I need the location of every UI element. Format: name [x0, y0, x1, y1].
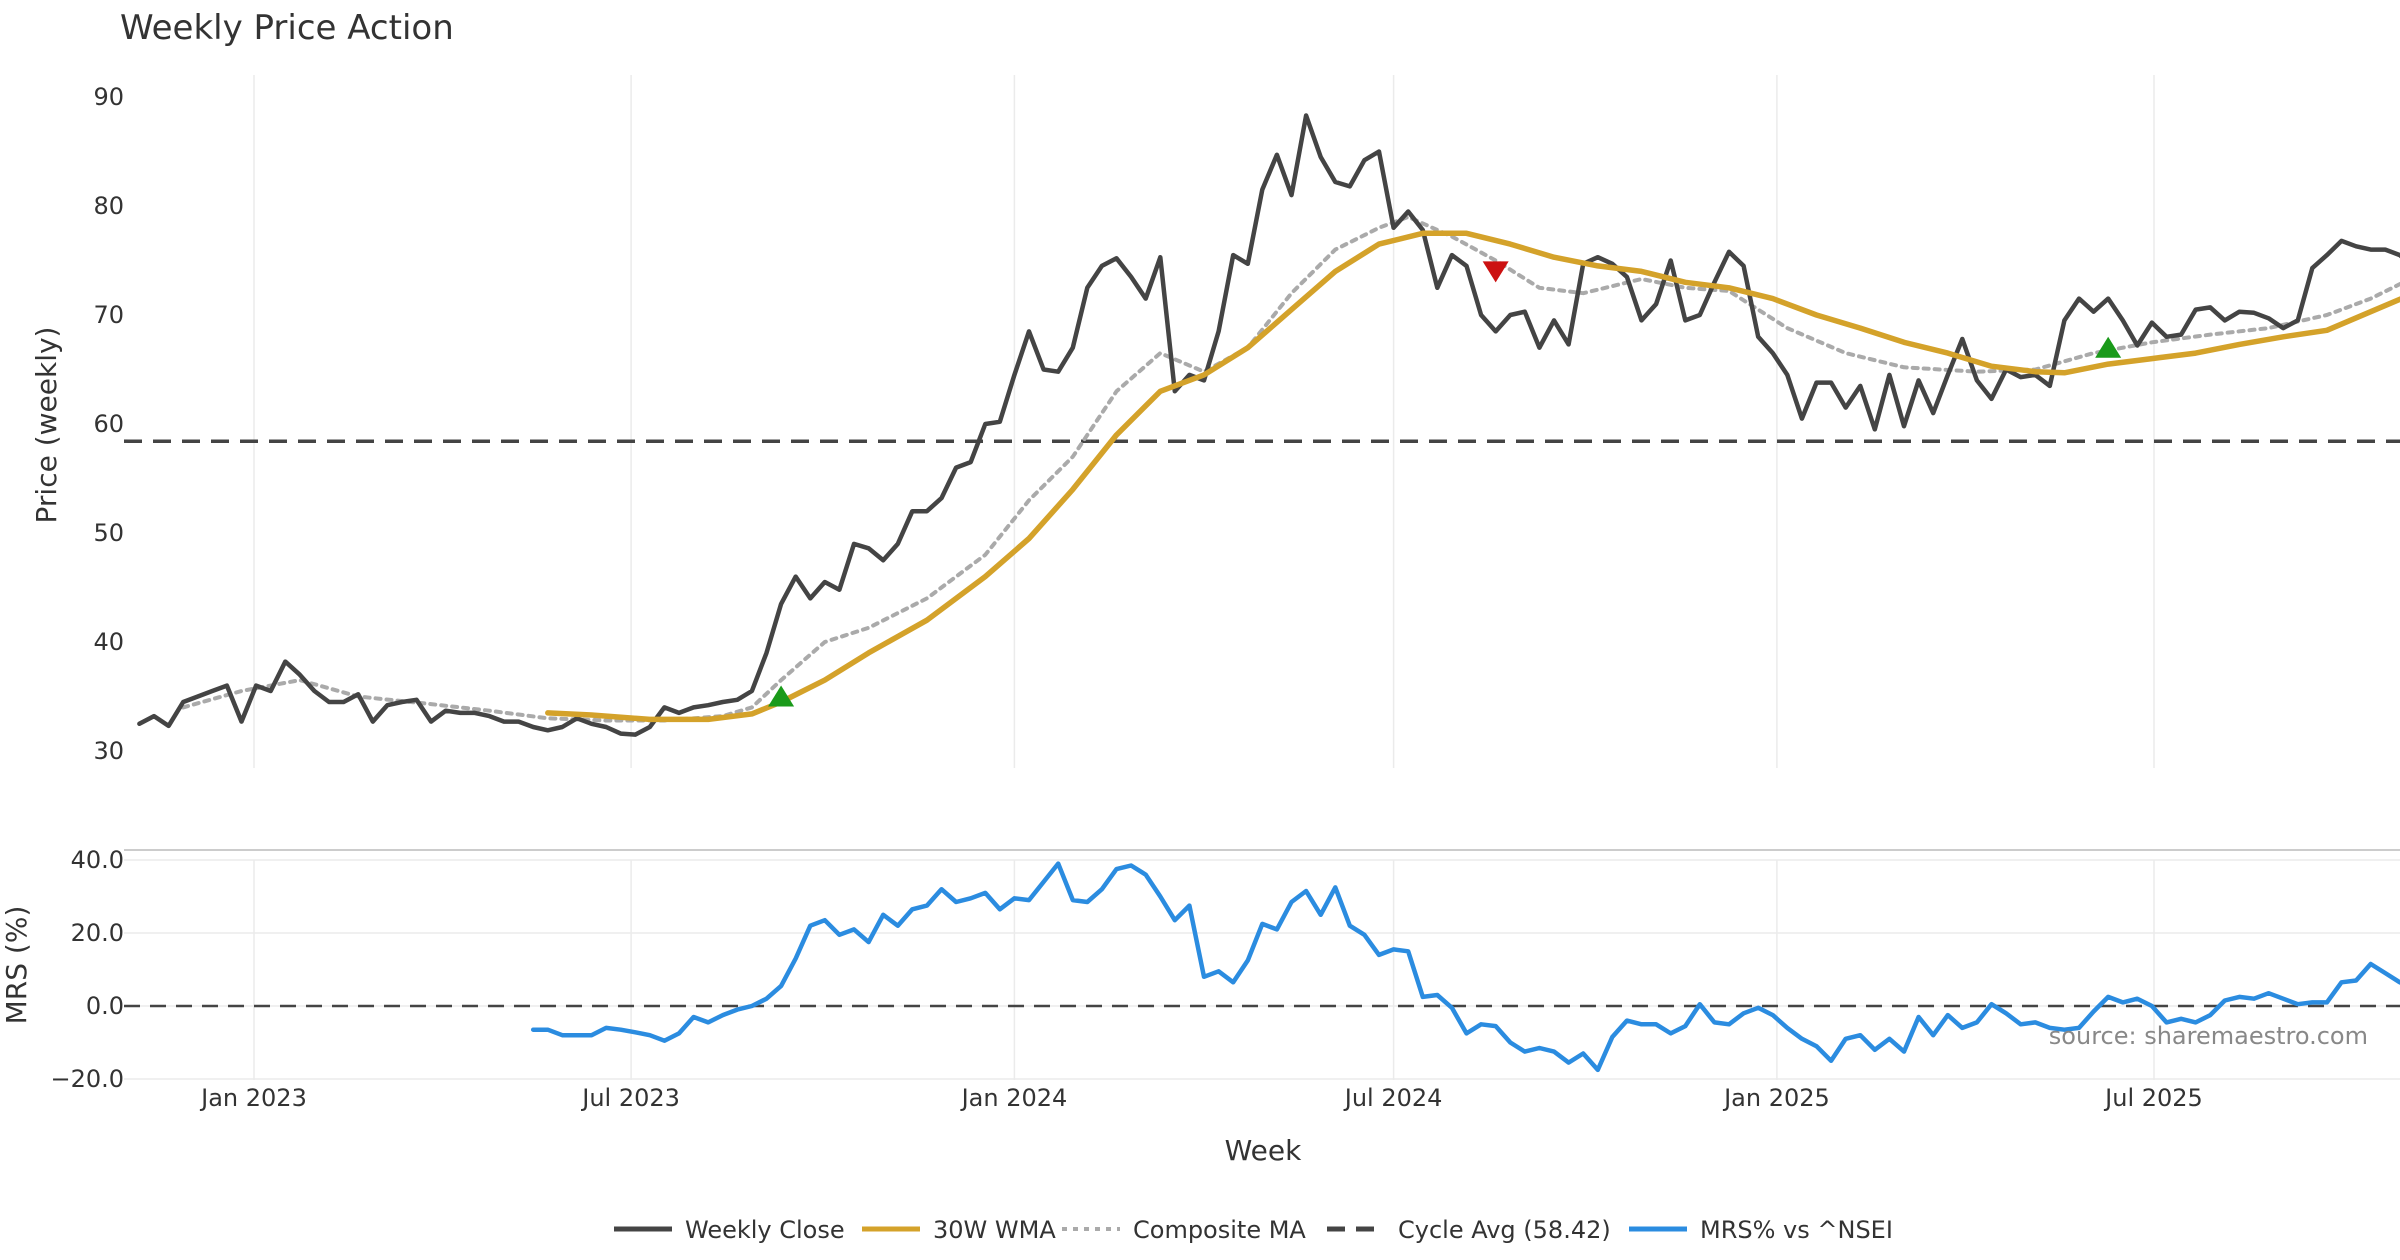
mrs-y-tick: −20.0 [50, 1065, 124, 1093]
mrs-y-label: MRS (%) [0, 906, 33, 1025]
x-tick-label: Jul 2025 [2103, 1084, 2203, 1112]
legend-label: Weekly Close [685, 1216, 845, 1244]
mrs-y-tick: 0.0 [86, 992, 124, 1020]
price-y-tick: 40 [93, 628, 124, 656]
x-tick-label: Jan 2024 [960, 1084, 1068, 1112]
price-y-label: Price (weekly) [30, 327, 63, 524]
price-y-tick: 90 [93, 83, 124, 111]
price-y-tick: 30 [93, 737, 124, 765]
series-weekly-close [137, 113, 2400, 737]
chart-title: Weekly Price Action [120, 8, 454, 48]
x-tick-label: Jul 2024 [1343, 1084, 1443, 1112]
series-mrs [530, 861, 2400, 1073]
price-plot [124, 113, 2400, 737]
x-axis: Jan 2023 Jul 2023 Jan 2024 Jul 2024 Jan 2025… [199, 1084, 2203, 1112]
legend: Weekly Close 30W WMA Composite MA Cycle Avg… [614, 1216, 1893, 1244]
x-axis-label: Week [1225, 1134, 1302, 1167]
mrs-y-tick: 20.0 [71, 919, 124, 947]
mrs-plot [124, 861, 2400, 1073]
legend-label: Composite MA [1133, 1216, 1306, 1244]
buy-signal-marker [2095, 336, 2122, 358]
price-y-tick: 60 [93, 410, 124, 438]
buy-signal-marker [768, 685, 795, 707]
mrs-y-axis: 40.0 20.0 0.0 −20.0 [50, 846, 124, 1093]
series-composite-ma [181, 214, 2400, 723]
x-tick-label: Jan 2023 [199, 1084, 307, 1112]
x-tick-label: Jan 2025 [1722, 1084, 1830, 1112]
legend-label: 30W WMA [933, 1216, 1056, 1244]
price-y-tick: 70 [93, 301, 124, 329]
series-30w-wma [545, 230, 2400, 723]
price-y-tick: 50 [93, 519, 124, 547]
legend-label: Cycle Avg (58.42) [1398, 1216, 1611, 1244]
mrs-y-tick: 40.0 [71, 846, 124, 874]
source-note: source: sharemaestro.com [2049, 1022, 2368, 1050]
price-y-axis: 30 40 50 60 70 80 90 [93, 83, 124, 765]
legend-label: MRS% vs ^NSEI [1700, 1216, 1893, 1244]
x-tick-label: Jul 2023 [580, 1084, 680, 1112]
sell-signal-marker [1482, 261, 1509, 283]
price-y-tick: 80 [93, 192, 124, 220]
